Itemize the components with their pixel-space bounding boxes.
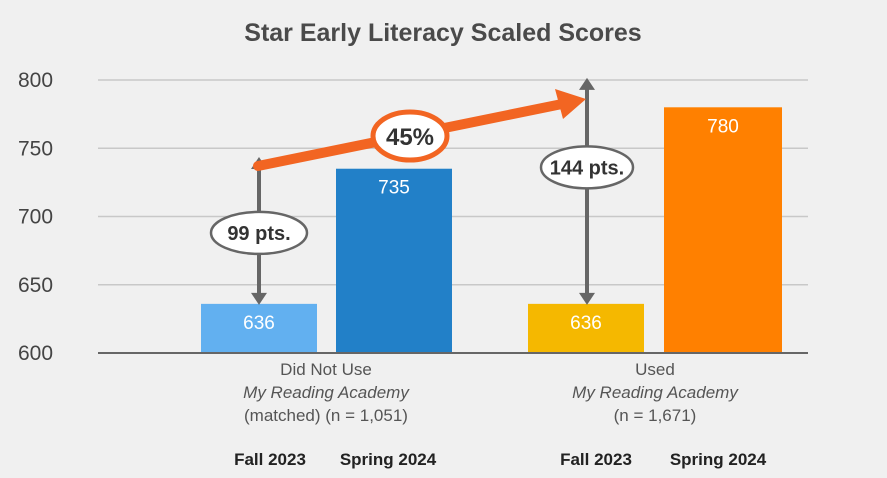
season-label: Fall 2023 — [234, 450, 306, 469]
bar-value-label: 636 — [243, 313, 275, 334]
group-label-line: (matched) (n = 1,051) — [244, 406, 408, 425]
group-label-line: (n = 1,671) — [614, 406, 697, 425]
gain-arrow-head-up — [579, 77, 595, 90]
gain-arrow-head-down — [251, 292, 267, 305]
season-label: Fall 2023 — [560, 450, 632, 469]
bar — [201, 303, 317, 353]
y-tick-label: 700 — [18, 206, 53, 229]
gain-label: 99 pts. — [227, 223, 290, 245]
gain-pill — [209, 210, 309, 256]
group-label-line: Used — [635, 360, 675, 379]
bar — [528, 303, 644, 353]
gain-arrow-head-down — [579, 292, 595, 305]
chart-title: Star Early Literacy Scaled Scores — [244, 19, 641, 47]
comparison-pill — [370, 109, 450, 163]
bar — [336, 168, 452, 353]
y-tick-label: 750 — [18, 137, 53, 160]
comparison-arrow-head — [555, 89, 586, 119]
bar-value-label: 636 — [570, 313, 602, 334]
season-label: Spring 2024 — [340, 450, 437, 469]
gain-pill — [539, 145, 635, 190]
comparison-label: 45% — [386, 124, 434, 151]
gain-label: 144 pts. — [550, 157, 624, 179]
y-tick-label: 600 — [18, 342, 53, 365]
bar-value-label: 735 — [378, 178, 410, 199]
y-tick-label: 800 — [18, 69, 53, 92]
group-label-line: My Reading Academy — [572, 383, 739, 402]
bar-value-label: 780 — [707, 116, 739, 137]
group-label-line: My Reading Academy — [243, 383, 410, 402]
season-label: Spring 2024 — [670, 450, 767, 469]
group-label-line: Did Not Use — [280, 360, 372, 379]
bar — [664, 107, 782, 353]
y-tick-label: 650 — [18, 274, 53, 297]
